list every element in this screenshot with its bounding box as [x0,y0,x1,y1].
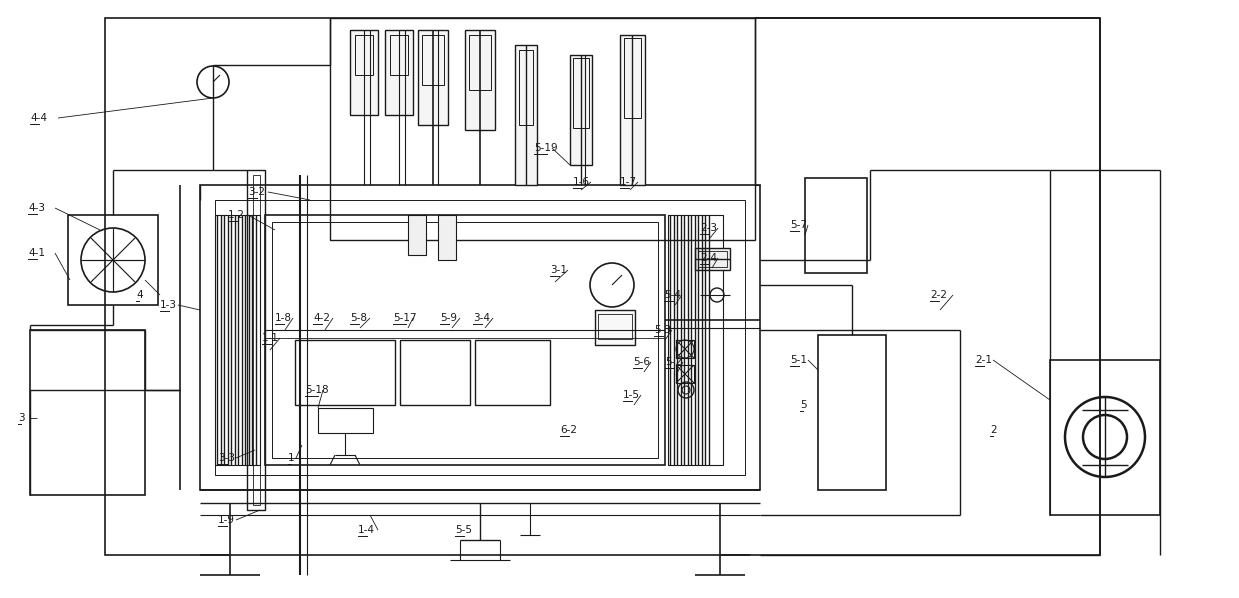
Text: 1-3: 1-3 [160,300,177,310]
Bar [465,30,496,130]
Bar [68,215,159,305]
Bar [349,30,378,115]
Bar [519,50,533,125]
Bar [422,35,444,85]
Bar [400,340,470,405]
Text: 6-2: 6-2 [560,425,577,435]
Bar [624,38,641,118]
Text: 5-4: 5-4 [664,290,681,300]
Bar [30,330,145,495]
Text: 2: 2 [990,425,996,435]
Text: 5-7: 5-7 [790,220,807,230]
Text: 4: 4 [136,290,142,300]
Bar [408,215,426,255]
Bar [216,200,745,475]
Bar [439,215,456,260]
Text: 5-6: 5-6 [633,357,650,367]
Text: 5-17: 5-17 [393,313,416,323]
Bar [598,314,632,339]
Text: 1-5: 1-5 [623,390,641,400]
Bar [1049,360,1160,515]
Text: 5-5: 5-5 [455,525,472,535]
Bar [620,35,646,185]
Text: 5-19: 5-19 [534,143,558,153]
Text: 2-4: 2-4 [700,253,717,263]
Bar [105,18,1100,555]
Bar [273,222,658,458]
Text: 3-2: 3-2 [248,187,265,197]
Text: 2-1: 2-1 [975,355,992,365]
Text: 5-9: 5-9 [440,313,457,323]
Text: 4-2: 4-2 [313,313,330,323]
Bar [247,170,265,510]
Bar [676,365,694,383]
Bar [595,310,636,345]
Bar [295,340,395,405]
Text: 4-4: 4-4 [30,113,47,123]
Text: 1-2: 1-2 [228,210,245,220]
Bar [253,175,260,505]
Bar [668,215,724,465]
Text: 4-3: 4-3 [28,203,45,213]
Bar [265,215,665,465]
Text: 5-2: 5-2 [665,357,681,367]
Bar [572,58,589,128]
Text: 1-7: 1-7 [620,177,637,187]
Text: 1-6: 1-6 [572,177,590,187]
Bar [330,18,755,240]
Bar [418,30,449,125]
Text: 1-8: 1-8 [275,313,292,323]
Bar [390,35,408,75]
Bar [676,340,694,358]
Bar [695,248,730,270]
Text: 5: 5 [800,400,807,410]
Text: 1-9: 1-9 [218,515,235,525]
Text: 3-3: 3-3 [218,453,235,463]
Bar [515,45,536,185]
Bar [470,35,491,90]
Text: 1-1: 1-1 [261,333,279,343]
Text: 2-2: 2-2 [930,290,947,300]
Text: 5-8: 5-8 [349,313,367,323]
Bar [570,55,592,165]
Text: 1: 1 [287,453,295,463]
Bar [356,35,373,75]
Text: 3: 3 [19,413,25,423]
Text: 3-4: 3-4 [473,313,489,323]
Text: 5-1: 5-1 [790,355,807,365]
Bar [698,251,727,267]
Bar [199,185,760,490]
Text: 5-18: 5-18 [305,385,328,395]
Text: 4-1: 4-1 [28,248,45,258]
Text: 2-3: 2-3 [700,223,717,233]
Bar [818,335,886,490]
Text: 5-3: 5-3 [654,325,672,335]
Text: 1-4: 1-4 [358,525,375,535]
Text: 3-1: 3-1 [550,265,567,275]
Bar [216,215,260,465]
Bar [805,178,867,273]
Bar [475,340,550,405]
Bar [385,30,413,115]
Bar [318,408,373,433]
